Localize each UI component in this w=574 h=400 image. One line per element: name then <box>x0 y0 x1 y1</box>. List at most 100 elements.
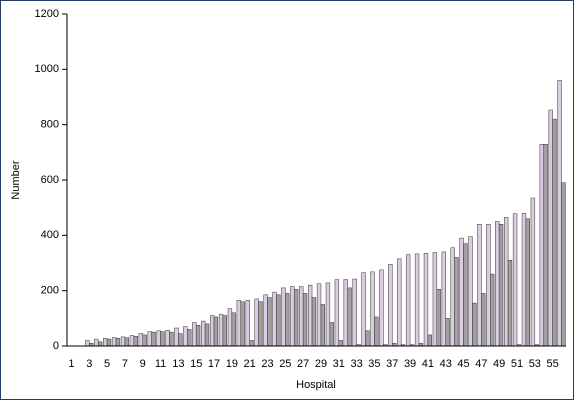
bar <box>311 297 317 347</box>
bar <box>388 264 393 347</box>
x-tick-label: 43 <box>440 358 452 370</box>
bar <box>557 80 562 347</box>
x-tick-label: 17 <box>208 358 220 370</box>
bar <box>204 323 210 347</box>
x-tick-label: 51 <box>511 358 523 370</box>
x-tick-label: 37 <box>386 358 398 370</box>
bar <box>445 318 450 347</box>
bar <box>169 331 174 347</box>
bar <box>281 287 286 347</box>
bar <box>124 337 130 347</box>
bar <box>486 224 491 347</box>
x-tick-label: 13 <box>172 358 184 370</box>
x-tick-label: 3 <box>86 358 92 370</box>
y-tick-label: 200 <box>41 285 59 297</box>
bar <box>361 272 366 347</box>
bar <box>481 293 486 347</box>
x-tick-label: 9 <box>140 358 146 370</box>
y-tick-label: 400 <box>41 229 59 241</box>
bar <box>236 300 242 347</box>
bar <box>94 338 99 347</box>
bar <box>302 293 308 347</box>
bar <box>512 213 518 347</box>
y-tick-label: 800 <box>41 119 59 131</box>
bar <box>195 325 201 347</box>
bar <box>441 251 446 347</box>
x-tick-label: 41 <box>422 358 434 370</box>
x-tick-label: 39 <box>404 358 416 370</box>
x-tick-label: 1 <box>68 358 74 370</box>
x-tick-label: 49 <box>493 358 505 370</box>
x-tick-label: 53 <box>529 358 541 370</box>
bar <box>299 286 304 347</box>
bar <box>405 254 411 347</box>
bar <box>334 279 340 347</box>
bar <box>142 334 147 347</box>
bar <box>525 218 530 347</box>
bar <box>343 279 348 347</box>
bar <box>432 252 438 347</box>
bar <box>249 340 254 347</box>
bar <box>293 289 299 347</box>
bar <box>115 338 121 347</box>
bar <box>133 336 138 347</box>
bar <box>120 336 126 347</box>
bar <box>490 273 495 347</box>
y-axis-label: Number <box>10 160 22 199</box>
bar <box>111 337 117 347</box>
bar <box>329 322 334 347</box>
bar <box>138 333 143 347</box>
bar <box>147 331 152 347</box>
bar <box>307 284 313 347</box>
bar <box>231 312 236 347</box>
x-tick-label: 11 <box>155 358 166 370</box>
bar <box>192 322 197 347</box>
bar <box>454 257 459 347</box>
bar <box>183 326 188 347</box>
bar <box>276 294 281 347</box>
x-tick-label: 21 <box>244 358 256 370</box>
bar <box>160 331 165 347</box>
bar <box>263 294 268 347</box>
bar <box>106 338 112 347</box>
bar <box>539 144 544 347</box>
bar <box>450 247 455 347</box>
bar <box>103 338 108 347</box>
bar <box>325 282 331 347</box>
bar <box>414 253 420 347</box>
bar <box>267 297 272 347</box>
bar <box>436 289 441 347</box>
bar <box>222 315 228 347</box>
bar <box>258 301 263 347</box>
bar <box>156 330 161 347</box>
x-tick-label: 7 <box>122 358 128 370</box>
bar <box>187 329 192 347</box>
bar <box>374 316 379 347</box>
bar <box>213 316 219 347</box>
bar <box>365 330 370 347</box>
bar <box>178 333 183 347</box>
bar <box>370 271 375 347</box>
x-tick-label: 33 <box>350 358 362 370</box>
bar <box>174 327 179 347</box>
x-tick-label: 27 <box>297 358 309 370</box>
bar <box>427 334 432 347</box>
bar <box>468 236 473 347</box>
bar <box>498 224 504 347</box>
bar <box>285 293 290 347</box>
bar <box>227 308 233 347</box>
bar <box>165 329 170 347</box>
bar <box>552 118 557 347</box>
x-tick-label: 45 <box>457 358 469 370</box>
bar <box>209 315 215 347</box>
bar <box>245 300 250 347</box>
bar <box>316 283 322 347</box>
y-tick-label: 0 <box>53 340 59 352</box>
x-tick-label: 31 <box>333 358 345 370</box>
x-tick-label: 55 <box>547 358 559 370</box>
x-tick-label: 29 <box>315 358 327 370</box>
bar <box>240 301 245 347</box>
bar <box>543 144 548 347</box>
bar <box>495 221 500 347</box>
